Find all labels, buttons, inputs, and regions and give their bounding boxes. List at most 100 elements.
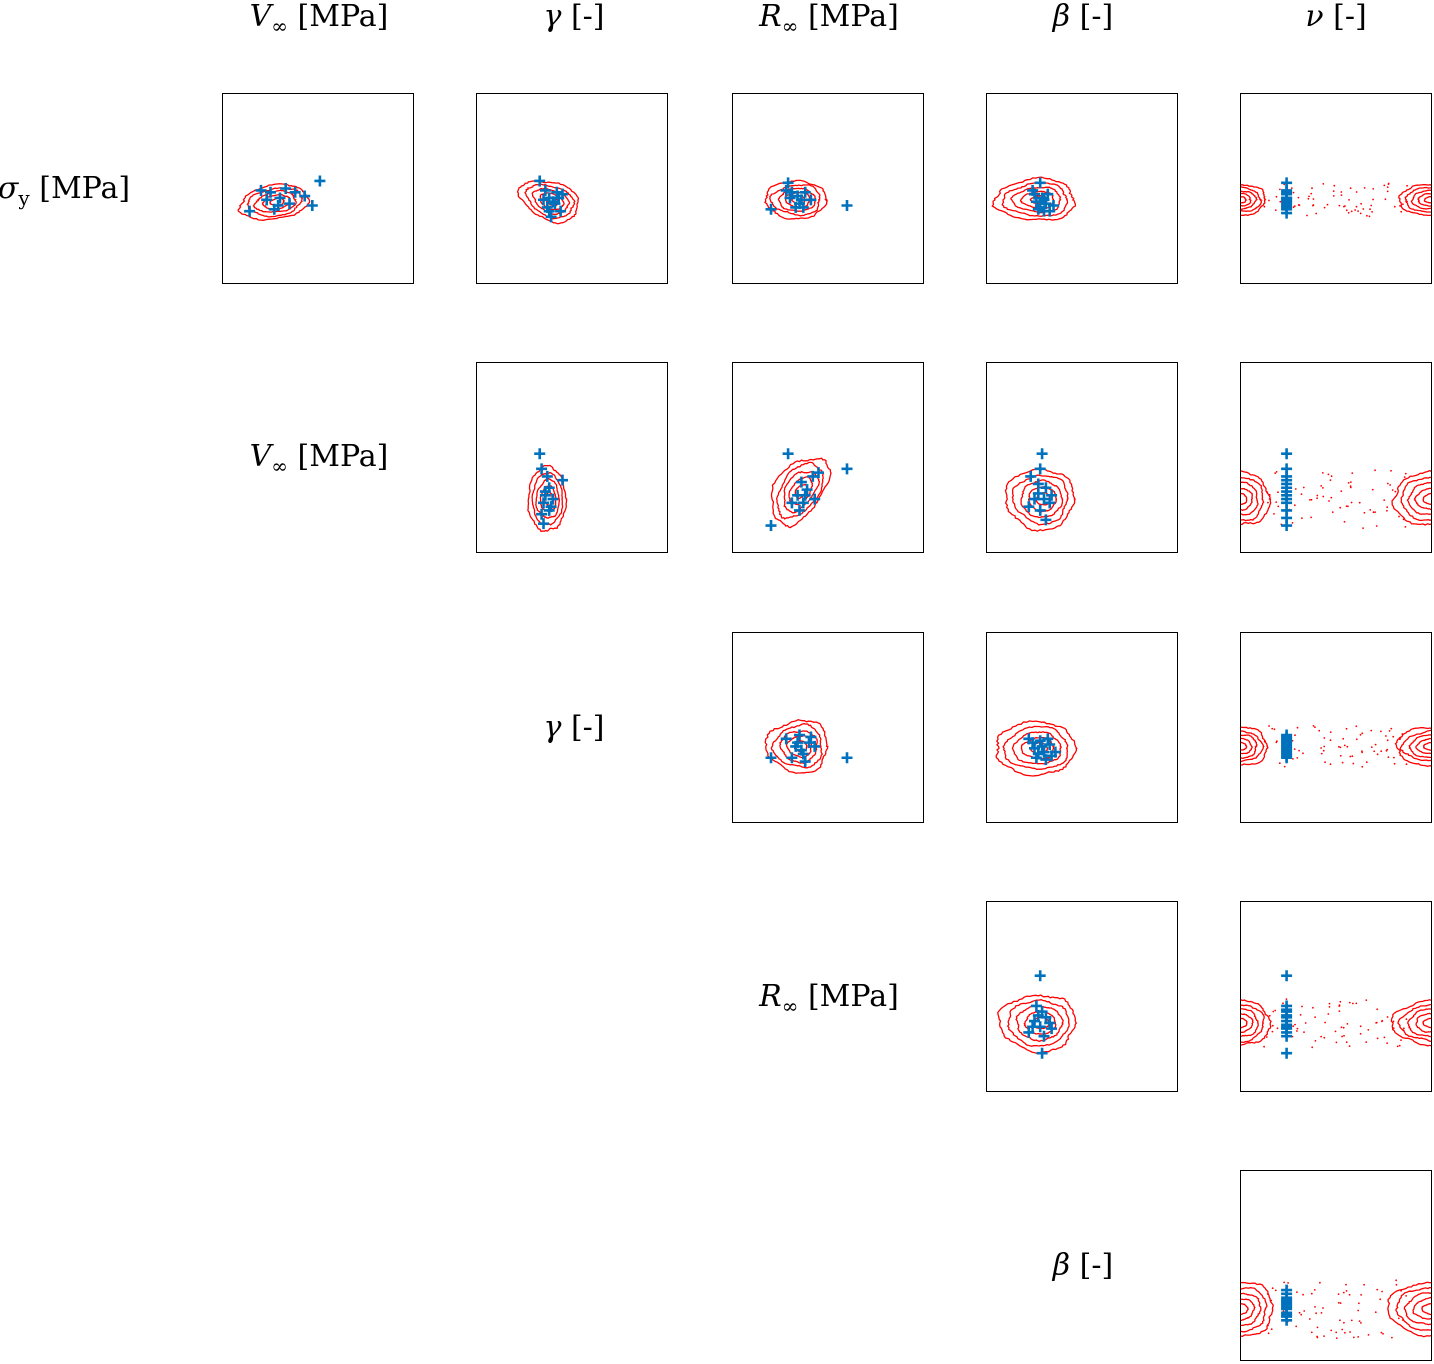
- contour-noise: [1299, 1014, 1302, 1016]
- sample-marker: [1036, 192, 1048, 204]
- sample-marker: [1032, 203, 1044, 215]
- sample-marker: [1040, 1011, 1052, 1023]
- contour-line: [1011, 474, 1069, 526]
- contour-noise: [1376, 753, 1379, 756]
- contour-noise: [1349, 481, 1352, 483]
- contour-noise: [1347, 482, 1350, 484]
- contour-noise: [1340, 194, 1343, 196]
- contour-noise: [1352, 1002, 1354, 1005]
- contour-noise: [1360, 1322, 1362, 1324]
- contour-noise: [1310, 498, 1313, 501]
- contour-line: [764, 718, 829, 774]
- contour-noise: [1271, 727, 1274, 730]
- contour-noise: [1343, 205, 1345, 208]
- contour-noise: [1403, 1027, 1405, 1030]
- contour-noise: [1329, 731, 1332, 733]
- sample-marker: [547, 493, 559, 505]
- contour-noise: [1339, 754, 1342, 757]
- contour-noise: [1334, 1030, 1337, 1033]
- contour-line: [1394, 726, 1431, 767]
- sample-marker: [534, 175, 546, 187]
- sample-marker: [280, 183, 292, 194]
- panel-r2-c2: [732, 632, 924, 823]
- contour-line: [777, 187, 817, 212]
- contour-noise: [1339, 1302, 1342, 1304]
- contour-line: [770, 723, 823, 769]
- contour-noise: [1351, 472, 1354, 474]
- contour-line: [1395, 1286, 1431, 1331]
- row-label-gamma: γ [-]: [543, 710, 605, 745]
- contour-noise: [1275, 501, 1278, 503]
- contour-noise: [1386, 509, 1388, 512]
- panel-plot-r1-c2: [765, 448, 853, 532]
- contour-noise: [1330, 1329, 1333, 1332]
- contour-line: [535, 477, 561, 519]
- sample-marker: [549, 198, 561, 210]
- contour-noise: [1330, 475, 1333, 478]
- sample-marker: [538, 518, 549, 530]
- contour-noise: [1267, 1332, 1270, 1335]
- contour-noise: [1333, 184, 1336, 187]
- sample-marker: [799, 756, 811, 768]
- panel-r0-c2: [732, 93, 924, 284]
- contour-noise: [1294, 734, 1296, 737]
- contour-line: [1241, 1017, 1248, 1029]
- contour-line: [1422, 492, 1431, 506]
- contour-line: [1423, 195, 1431, 204]
- contour-noise: [1279, 200, 1282, 203]
- contour-noise: [1374, 743, 1377, 746]
- sample-marker: [1034, 970, 1046, 982]
- contour-noise: [1393, 762, 1396, 765]
- sample-marker: [1281, 1021, 1293, 1033]
- contour-line: [1241, 726, 1269, 766]
- contour-noise: [1398, 1044, 1401, 1047]
- contour-noise: [1338, 1004, 1341, 1007]
- panel-plot-r1-c1: [527, 448, 568, 533]
- contour-line: [1241, 1004, 1265, 1043]
- sample-marker: [780, 184, 792, 196]
- sample-marker: [841, 752, 853, 764]
- contour-noise: [1310, 1292, 1313, 1295]
- sample-marker: [289, 186, 301, 198]
- sample-marker: [813, 467, 824, 479]
- contour-noise: [1328, 1006, 1331, 1008]
- sample-marker: [1034, 504, 1046, 516]
- contour-line: [516, 180, 580, 225]
- contour-noise: [1342, 1026, 1345, 1029]
- contour-noise: [1310, 192, 1313, 195]
- contour-noise: [1264, 740, 1267, 743]
- contour-noise: [1270, 1328, 1273, 1331]
- contour-line: [524, 183, 576, 220]
- contour-noise: [1282, 1002, 1284, 1005]
- panel-r2-c3: [986, 632, 1178, 823]
- contour-noise: [1400, 210, 1403, 213]
- contour-noise: [1311, 187, 1313, 190]
- contour-noise: [1405, 763, 1408, 766]
- contour-line: [261, 193, 292, 210]
- contour-noise: [1357, 210, 1359, 212]
- contour-noise: [1361, 751, 1363, 754]
- contour-noise: [1320, 747, 1322, 749]
- panel-r0-c3: [986, 93, 1178, 284]
- contour-noise: [1328, 500, 1330, 502]
- sample-marker: [794, 198, 805, 210]
- contour-noise: [1341, 1035, 1343, 1038]
- contour-noise: [1401, 733, 1404, 735]
- contour-noise: [1383, 499, 1386, 501]
- sample-marker: [805, 731, 817, 743]
- contour-noise: [1359, 733, 1362, 736]
- sample-marker: [1281, 1309, 1293, 1321]
- contour-noise: [1268, 1014, 1271, 1017]
- sample-marker: [782, 177, 794, 189]
- sample-marker: [1030, 1000, 1042, 1012]
- sample-marker: [794, 729, 805, 741]
- column-label-gamma: γ [-]: [543, 0, 605, 34]
- contour-noise: [1307, 197, 1310, 200]
- column-label-r-infinity: R∞ [MPa]: [759, 0, 899, 38]
- contour-noise: [1267, 501, 1269, 504]
- contour-noise: [1362, 527, 1364, 529]
- sample-marker: [1034, 177, 1046, 189]
- contour-noise: [1300, 1313, 1303, 1316]
- panel-r1-c2: [732, 362, 924, 553]
- contour-line: [1241, 476, 1265, 522]
